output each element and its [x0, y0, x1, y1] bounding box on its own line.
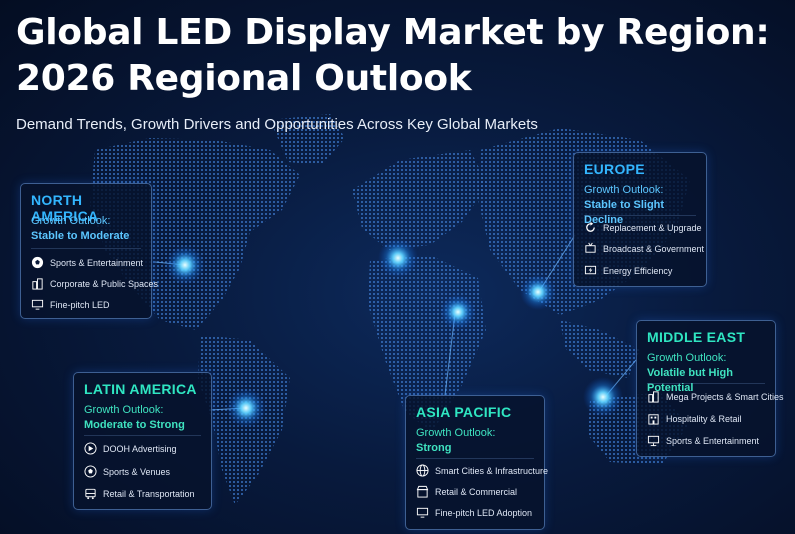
card-north-america: NORTH AMERICA Growth Outlook: Stable to …: [20, 183, 158, 319]
southeast-asia-landmass: [560, 320, 640, 378]
list-item: Sports & Entertainment: [647, 434, 759, 447]
hotel-icon: [648, 414, 659, 425]
list-item: Broadcast & Government: [584, 242, 704, 255]
hotspot-southeast-asia: [583, 377, 623, 417]
globe-icon: [416, 464, 429, 477]
list-item: Mega Projects & Smart Cities: [647, 390, 784, 403]
building-icon: [648, 391, 659, 403]
title-line-1: Global LED Display Market by Region:: [16, 12, 770, 53]
region-name: MIDDLE EAST: [647, 329, 746, 345]
growth-outlook: Growth Outlook: Volatile but High Potent…: [647, 351, 775, 396]
page-title: Global LED Display Market by Region: 202…: [16, 10, 770, 102]
list-item: DOOH Advertising: [84, 442, 177, 455]
card-middle-east: MIDDLE EAST Growth Outlook: Volatile but…: [636, 320, 784, 457]
hotspot-north-america: [165, 245, 205, 285]
refresh-icon: [586, 221, 595, 232]
card-asia-pacific: ASIA PACIFIC Growth Outlook: Strong Smar…: [405, 395, 548, 530]
list-item: Sports & Venues: [84, 465, 170, 478]
list-item: Retail & Commercial: [416, 485, 517, 498]
outlook-value: Moderate to Strong: [84, 419, 185, 431]
outlook-label: Growth Outlook:: [416, 427, 496, 439]
europe-landmass: [352, 150, 488, 250]
hotspot-middle-east: [440, 294, 476, 330]
hotspot-asia: [520, 274, 556, 310]
hotspot-europe: [378, 238, 418, 278]
outlook-label: Growth Outlook:: [84, 404, 164, 416]
list-item: Fine-pitch LED: [31, 298, 110, 311]
store-icon: [416, 485, 429, 498]
region-name: EUROPE: [584, 161, 645, 177]
list-item: Sports & Entertainment: [31, 256, 143, 269]
screen-icon: [647, 435, 660, 447]
broadcast-icon: [585, 242, 596, 253]
list-item: Energy Efficiency: [584, 264, 672, 277]
energy-icon: [584, 265, 597, 275]
growth-outlook: Growth Outlook: Stable to Moderate: [31, 214, 129, 244]
growth-outlook: Growth Outlook: Moderate to Strong: [84, 403, 185, 433]
hotspot-latin-america: [226, 388, 266, 428]
outlook-label: Growth Outlook:: [647, 352, 727, 364]
region-name: NORTH AMERICA: [31, 192, 99, 224]
outlook-value: Stable to Moderate: [31, 230, 130, 242]
region-name: LATIN AMERICA: [84, 381, 197, 397]
page-subtitle: Demand Trends, Growth Drivers and Opport…: [16, 116, 538, 133]
region-name: ASIA PACIFIC: [416, 404, 512, 420]
list-item: Replacement & Upgrade: [584, 221, 702, 234]
list-item: Fine-pitch LED Adoption: [416, 506, 532, 519]
bus-icon: [85, 488, 96, 500]
list-item: Corporate & Public Spaces: [31, 277, 158, 290]
growth-outlook: Growth Outlook: Stable to Slight Decline: [584, 183, 706, 228]
title-line-2: 2026 Regional Outlook: [16, 58, 472, 99]
card-europe: EUROPE Growth Outlook: Stable to Slight …: [573, 152, 707, 287]
outlook-value: Volatile but High Potential: [647, 367, 733, 394]
ad-icon: [84, 442, 97, 455]
monitor-icon: [31, 299, 44, 310]
outlook-label: Growth Outlook:: [584, 184, 664, 196]
outlook-label: Growth Outlook:: [31, 215, 111, 227]
outlook-value: Strong: [416, 442, 452, 454]
card-latin-america: LATIN AMERICA Growth Outlook: Moderate t…: [73, 372, 212, 510]
growth-outlook: Growth Outlook: Strong: [416, 426, 495, 456]
outlook-value: Stable to Slight Decline: [584, 199, 665, 226]
monitor-icon: [416, 507, 429, 518]
list-item: Smart Cities & Infrastructure: [416, 464, 548, 477]
soccer-ball-icon: [31, 256, 44, 269]
soccer-ball-icon: [84, 465, 97, 478]
list-item: Retail & Transportation: [84, 487, 195, 500]
greenland-landmass: [270, 114, 345, 165]
list-item: Hospitality & Retail: [647, 412, 742, 425]
building-icon: [32, 278, 43, 290]
